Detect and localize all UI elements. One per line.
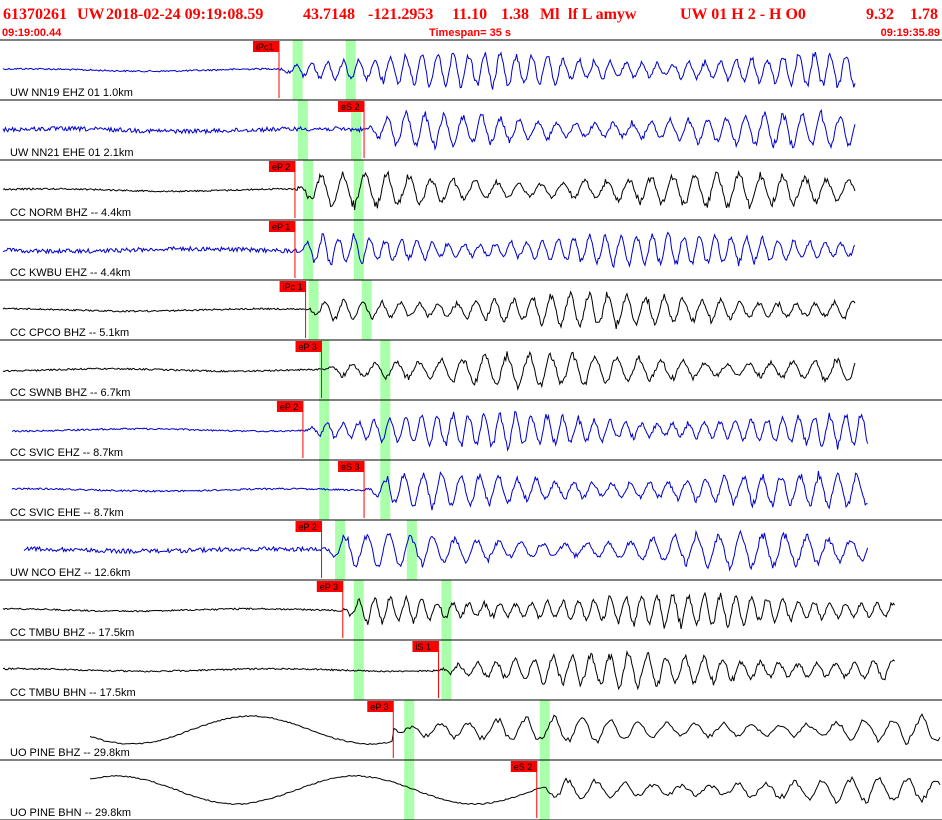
waveform-0 [2,51,856,90]
station-label-2: CC NORM BHZ -- 4.4km [10,207,131,219]
station-label-9: CC TMBU BHZ -- 17.5km [10,627,134,639]
pick-label-7: eS 3 [341,462,360,472]
station-label-7: CC SVIC EHE -- 8.7km [10,507,124,519]
pick-flag-1 [338,101,365,112]
pick-label-5: eP 3 [299,342,317,352]
waveform-2 [2,169,856,210]
waveform-5 [2,350,856,392]
header-text: 61370261 UW 2018-02-24 09:19:08.59 43.71… [3,6,938,23]
phase-mark-0-1 [345,40,356,100]
station-label-11: UO PINE BHZ -- 29.8km [10,747,130,759]
header-extra2: 1.78 [910,6,938,23]
waveform-7 [11,470,868,511]
pick-label-6: eP 2 [280,402,298,412]
pick-flag-3 [268,221,295,232]
timespan-label: Timespan= 35 s [429,27,511,39]
waveform-6 [11,410,869,452]
pick-label-1: eS 2 [341,102,360,112]
pick-label-10: iS 1 [415,642,431,652]
end-time: 09:19:35.89 [881,27,940,39]
station-label-3: CC KWBU EHZ -- 4.4km [10,267,130,279]
station-label-4: CC CPCO BHZ -- 5.1km [10,327,129,339]
traces-layer: UW NN19 EHZ 01 1.0km UW NN21 EHE 01 2.1km… [0,39,942,820]
phase-mark-12-0 [404,760,415,820]
start-time: 09:19:00.44 [2,27,62,39]
pick-flag-12 [510,761,537,772]
pick-label-11: eP 3 [370,702,388,712]
waveform-9 [2,591,896,630]
header-depth: 11.10 [452,6,487,23]
pick-label-9: eP 3 [320,582,338,592]
phase-mark-11-0 [404,700,415,760]
waveform-4 [2,290,856,330]
pick-label-4: iPc 1 [283,282,303,292]
station-label-8: UW NCO EHZ -- 12.6km [10,567,130,579]
phase-mark-12-1 [539,760,550,820]
header-datetime: 2018-02-24 09:19:08.59 [106,6,263,23]
header-flags: lf L amyw [568,6,637,23]
pick-flag-4 [279,281,306,292]
station-label-10: CC TMBU BHN -- 17.5km [10,687,136,699]
pick-flag-9 [316,581,343,592]
phase-mark-3-1 [353,220,364,280]
station-label-5: CC SWNB BHZ -- 6.7km [10,387,130,399]
waveform-11 [89,713,941,746]
waveform-10 [2,650,895,691]
pick-flag-0 [253,41,280,52]
phase-mark-2-0 [303,160,314,220]
phase-mark-7-1 [380,460,391,520]
phase-mark-11-1 [539,700,550,760]
waveform-3 [2,231,856,269]
station-label-0: UW NN19 EHZ 01 1.0km [10,87,133,99]
header-event-id: 61370261 [3,6,67,23]
phase-mark-4-0 [308,280,319,340]
station-label-12: UO PINE BHN -- 29.8km [10,807,131,819]
phase-mark-7-0 [319,460,330,520]
pick-flag-6 [276,401,303,412]
pick-label-8: eP 2 [299,522,317,532]
pick-flag-7 [338,461,365,472]
header-mag-type: Ml [540,6,560,23]
phase-mark-8-1 [406,520,417,580]
header-extra1: 9.32 [866,6,894,23]
pick-flag-11 [367,701,394,712]
phase-mark-0-0 [292,40,303,100]
header-lat: 43.7148 [303,6,355,23]
pick-flag-8 [295,521,322,532]
phase-mark-9-1 [441,580,452,640]
phase-mark-8-0 [335,520,346,580]
pick-flag-2 [268,161,295,172]
pick-flag-5 [295,341,322,352]
waveform-12 [89,774,941,805]
station-label-6: CC SVIC EHZ -- 8.7km [10,447,123,459]
header-network: UW [77,6,105,23]
phase-mark-9-0 [353,580,364,640]
station-label-1: UW NN21 EHE 01 2.1km [10,147,133,159]
header-lon: -121.2953 [368,6,433,23]
pick-label-2: eP 2 [272,162,290,172]
pick-flag-10 [412,641,439,652]
waveform-8 [23,529,869,572]
phase-mark-5-1 [380,340,391,400]
phase-mark-6-0 [319,400,330,460]
picks-layer: iPc1 eS 2 eP 2 eP 1 iPc 1 eP 3 eP 2 eS 3 eP 2 eP … [253,41,538,818]
header-magnitude: 1.38 [501,6,529,23]
header-solution: UW 01 H 2 - H O0 [680,6,806,23]
phase-mark-6-1 [380,400,391,460]
pick-label-3: eP 1 [272,222,290,232]
phase-mark-3-0 [303,220,314,280]
pick-label-0: iPc1 [256,42,274,52]
pick-label-12: eS 2 [514,762,533,772]
phase-mark-2-1 [353,160,364,220]
waveform-1 [2,109,856,151]
